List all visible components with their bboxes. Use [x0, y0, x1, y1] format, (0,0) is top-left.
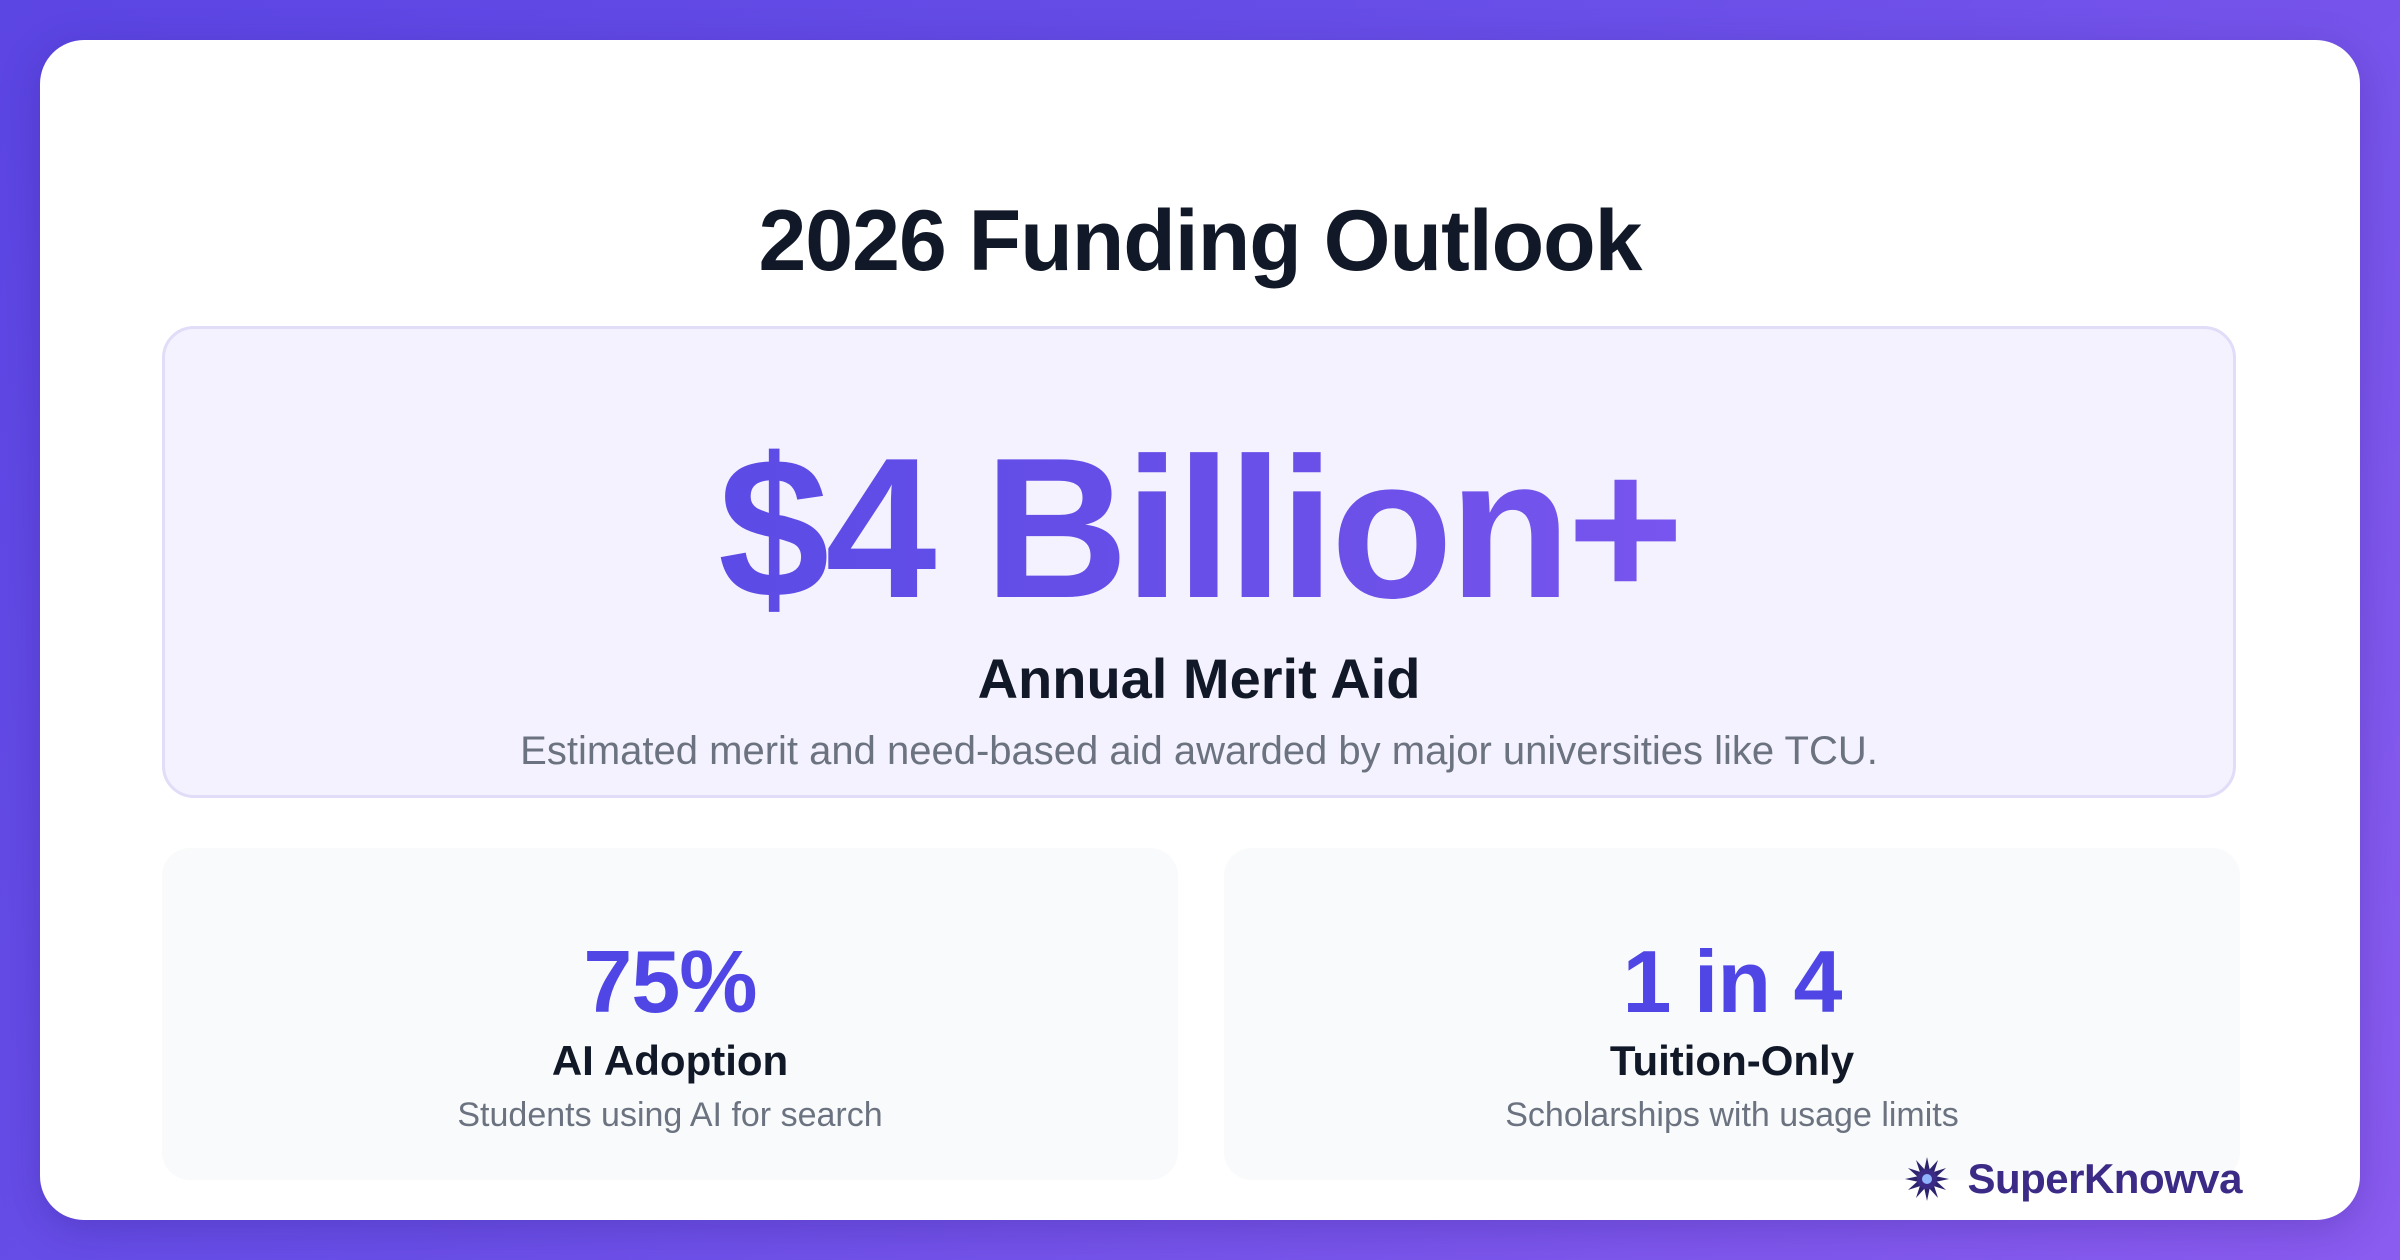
stat-card-tuition-only: 1 in 4 Tuition-Only Scholarships with us…: [1224, 848, 2240, 1180]
stat-value: 75%: [583, 932, 757, 1031]
outlook-card: 2026 Funding Outlook $4 Billion+ Annual …: [40, 40, 2360, 1220]
brand-name: SuperKnowva: [1967, 1155, 2242, 1202]
stat-description: Scholarships with usage limits: [1505, 1096, 1959, 1134]
hero-stat-description: Estimated merit and need-based aid award…: [520, 729, 1878, 773]
brand-logo: SuperKnowva: [1903, 1152, 2242, 1206]
hero-stat-value: $4 Billion+: [165, 429, 2233, 629]
page-title: 2026 Funding Outlook: [758, 193, 1642, 289]
starburst-logo-icon: [1905, 1157, 1950, 1201]
stat-card-ai-adoption: 75% AI Adoption Students using AI for se…: [162, 848, 1178, 1180]
hero-stat-label: Annual Merit Aid: [977, 647, 1421, 710]
stat-value: 1 in 4: [1622, 932, 1843, 1031]
hero-stat-panel: $4 Billion+ Annual Merit Aid Estimated m…: [162, 326, 2236, 798]
stat-label: AI Adoption: [551, 1037, 789, 1084]
stat-label: Tuition-Only: [1609, 1037, 1855, 1084]
stat-description: Students using AI for search: [457, 1096, 883, 1134]
